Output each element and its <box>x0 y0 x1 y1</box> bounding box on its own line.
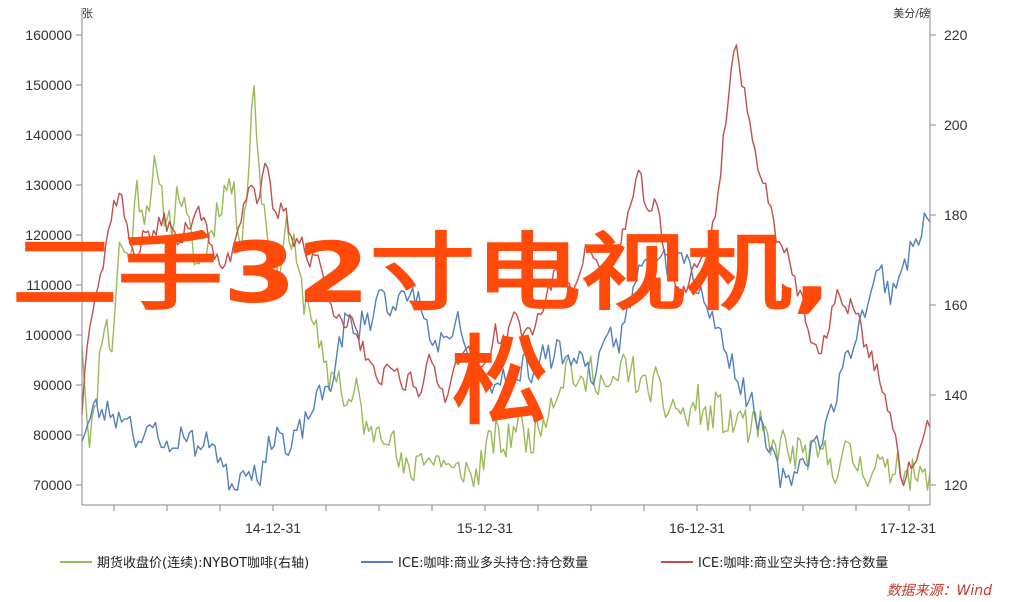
legend-label-nybot: 期货收盘价(连续):NYBOT咖啡(右轴) <box>97 555 309 571</box>
series-line-2 <box>81 44 931 487</box>
left-tick-label: 140000 <box>25 127 72 143</box>
x-tick-group: 14-12-31 15-12-31 16-12-31 17-12-31 <box>113 505 936 536</box>
left-tick-group: 160000 150000 140000 130000 120000 110000 1000… <box>25 27 82 493</box>
right-tick-label: 140 <box>944 387 968 403</box>
right-tick-label: 180 <box>944 207 968 223</box>
overlay-title-line1: 二手32寸电视机, <box>12 224 832 322</box>
series-layer <box>81 44 931 491</box>
overlay-title-line2: 松 <box>452 326 548 438</box>
right-axis-unit: 美分/磅 <box>893 6 930 20</box>
left-tick-label: 100000 <box>25 327 72 343</box>
right-tick-label: 160 <box>944 297 968 313</box>
x-tick-label: 16-12-31 <box>669 520 725 536</box>
right-tick-label: 120 <box>944 477 968 493</box>
series-line-1 <box>81 212 931 491</box>
right-tick-group: 220 200 180 160 140 120 <box>930 27 968 493</box>
right-tick-label: 220 <box>944 27 968 43</box>
left-tick-label: 90000 <box>33 377 72 393</box>
left-axis-unit: 张 <box>82 7 93 20</box>
series-line-0 <box>81 84 931 491</box>
left-tick-label: 150000 <box>25 77 72 93</box>
left-tick-label: 120000 <box>25 227 72 243</box>
x-tick-label: 15-12-31 <box>457 520 513 536</box>
source-note: 数据来源：Wind <box>887 583 993 599</box>
left-tick-label: 80000 <box>33 427 72 443</box>
axis-layer <box>81 8 931 506</box>
x-tick-label: 14-12-31 <box>245 520 301 536</box>
right-tick-label: 200 <box>944 117 968 133</box>
left-tick-label: 70000 <box>33 477 72 493</box>
legend-label-long: ICE:咖啡:商业多头持仓:持仓数量 <box>398 555 588 571</box>
legend-label-short: ICE:咖啡:商业空头持仓:持仓数量 <box>698 556 888 571</box>
legend: 期货收盘价(连续):NYBOT咖啡(右轴) ICE:咖啡:商业多头持仓:持仓数量… <box>60 555 888 571</box>
left-tick-label: 110000 <box>26 277 72 293</box>
x-tick-label: 17-12-31 <box>880 520 936 536</box>
left-tick-label: 130000 <box>25 177 72 193</box>
left-tick-label: 160000 <box>25 27 72 43</box>
